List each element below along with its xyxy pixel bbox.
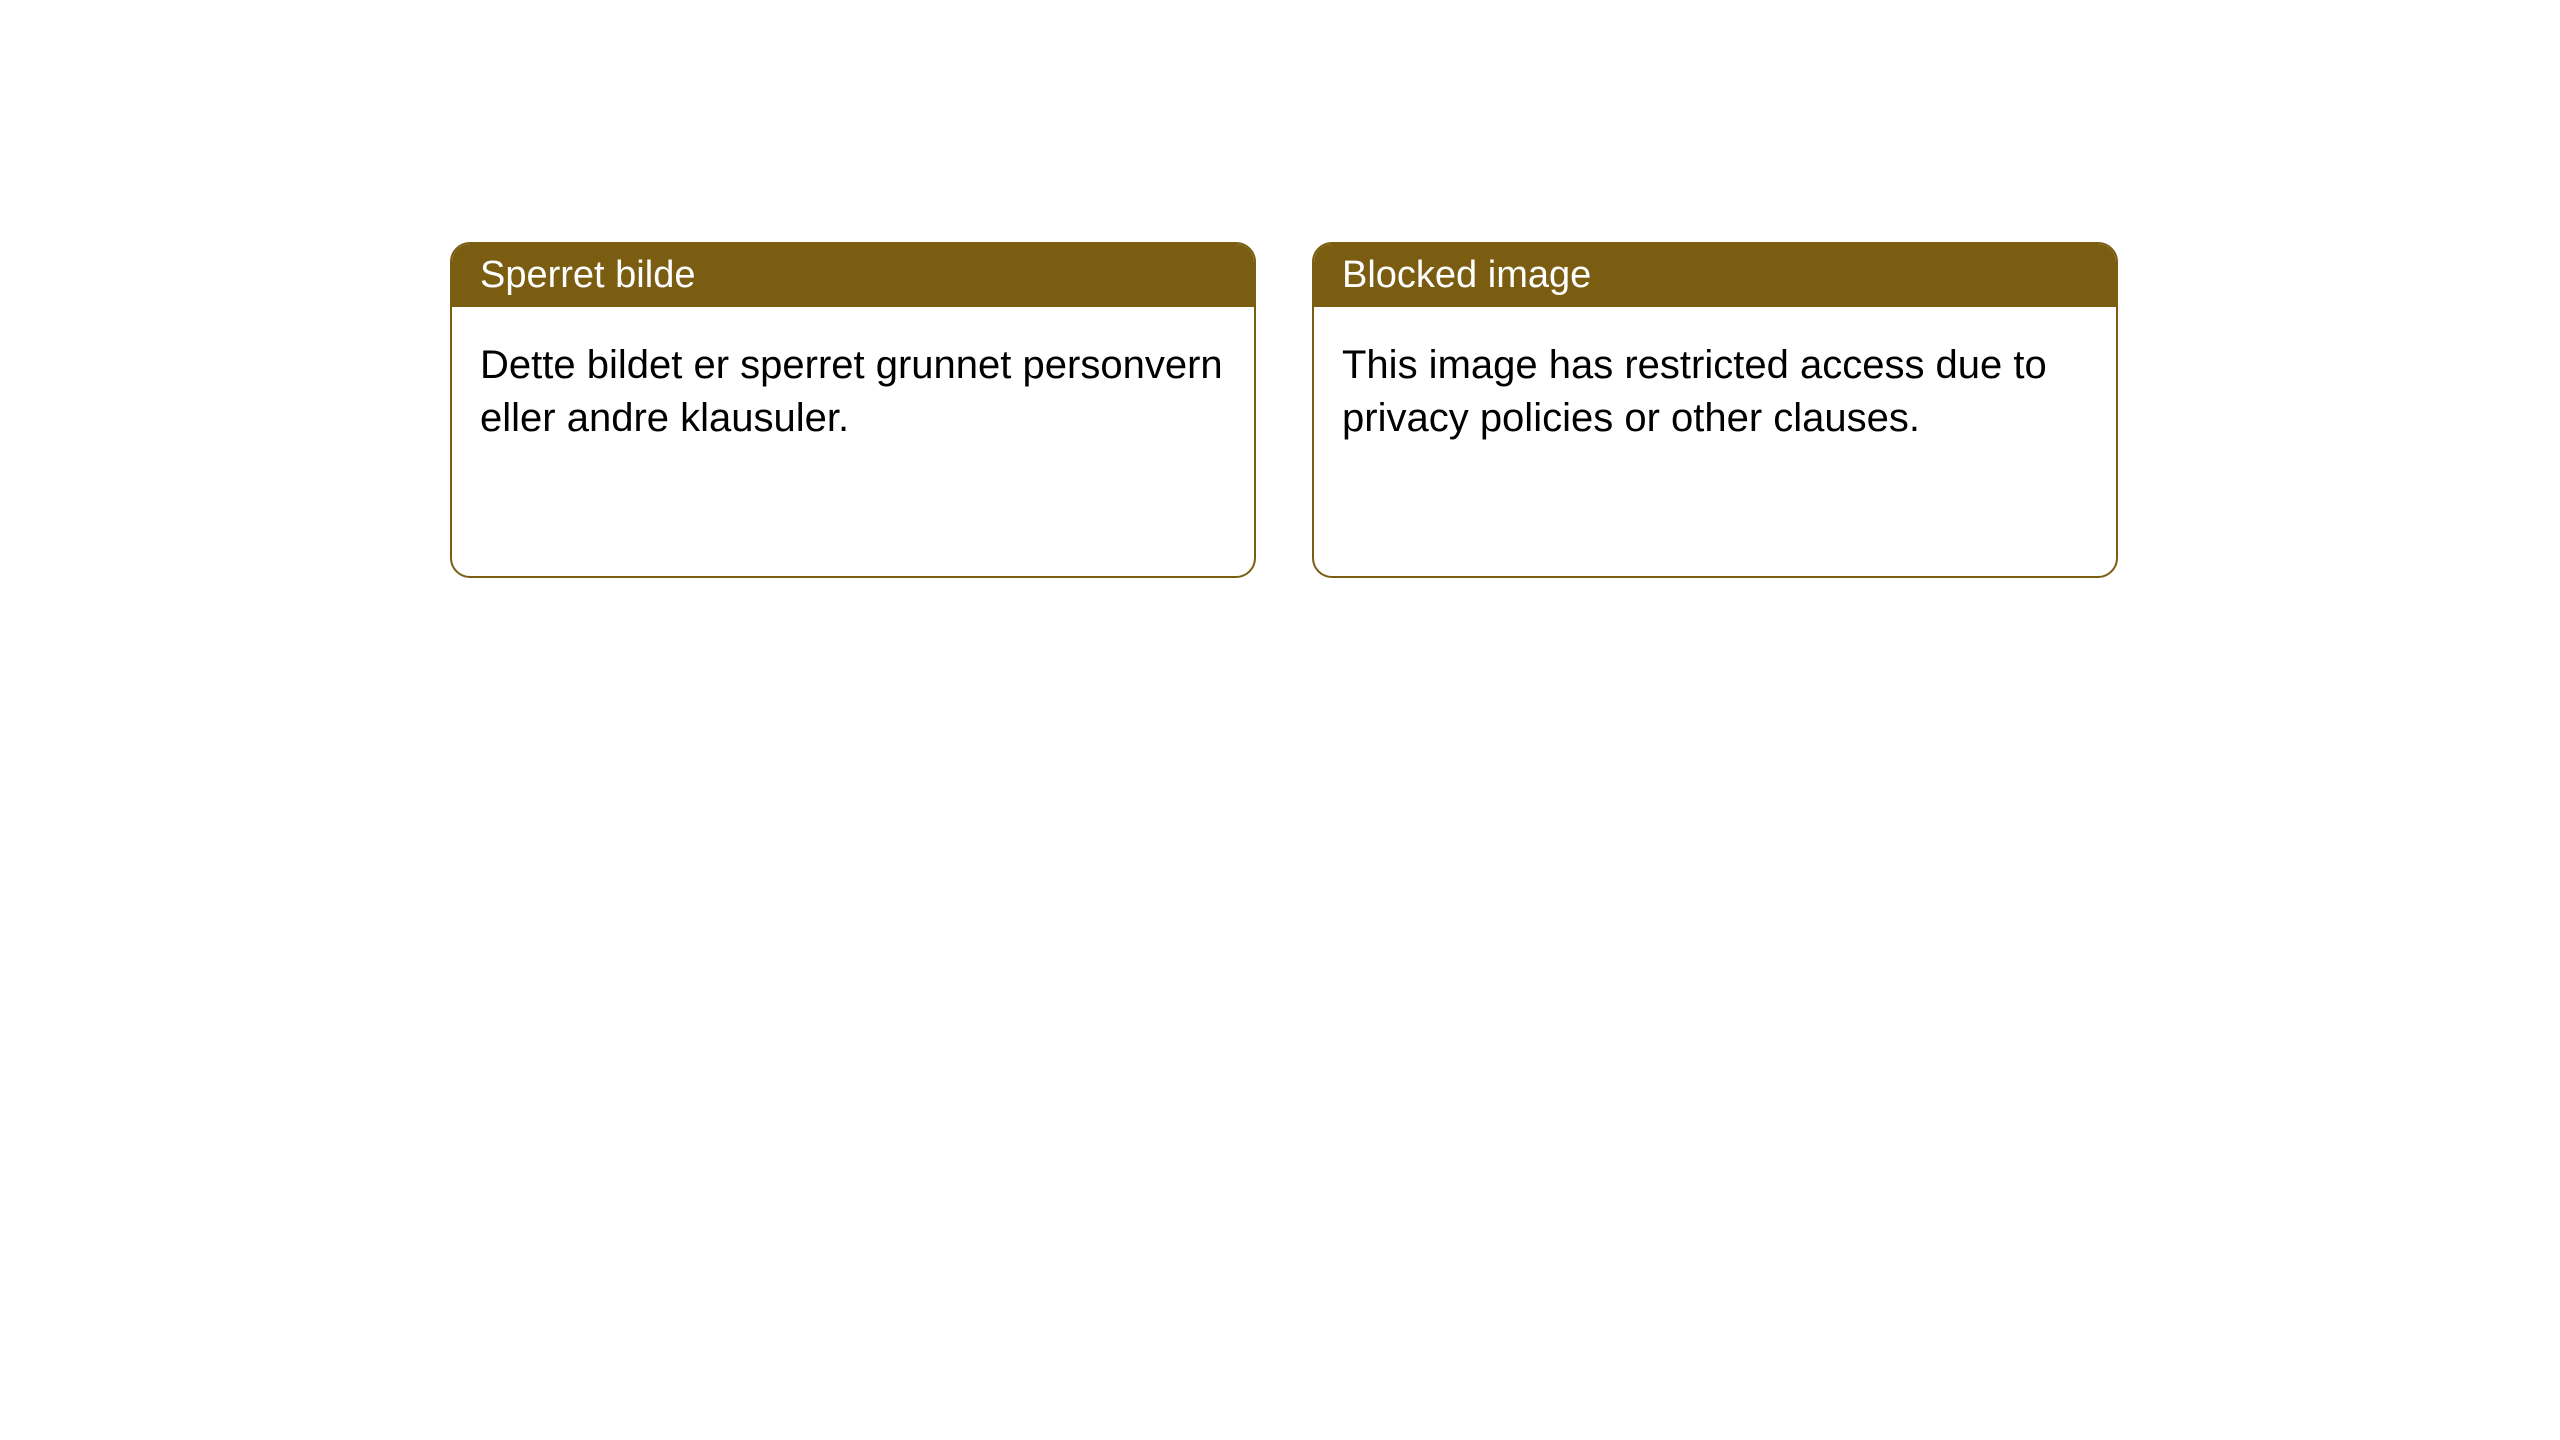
- notice-body-norwegian: Dette bildet er sperret grunnet personve…: [452, 307, 1254, 477]
- notice-card-english: Blocked image This image has restricted …: [1312, 242, 2118, 578]
- notice-title-english: Blocked image: [1314, 244, 2116, 307]
- notice-title-norwegian: Sperret bilde: [452, 244, 1254, 307]
- notice-card-norwegian: Sperret bilde Dette bildet er sperret gr…: [450, 242, 1256, 578]
- notice-container: Sperret bilde Dette bildet er sperret gr…: [0, 0, 2560, 578]
- notice-body-english: This image has restricted access due to …: [1314, 307, 2116, 477]
